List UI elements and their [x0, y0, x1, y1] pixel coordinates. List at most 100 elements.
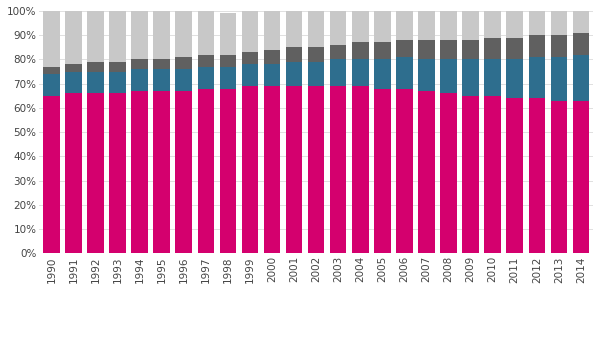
Bar [242, 11, 258, 52]
Bar [374, 11, 391, 43]
Bar [551, 57, 567, 101]
Bar [308, 86, 325, 253]
Bar [440, 40, 457, 59]
Bar [109, 62, 126, 71]
Bar [131, 11, 148, 59]
Bar [308, 47, 325, 62]
Bar [220, 89, 236, 253]
Bar [264, 50, 280, 64]
Bar [463, 40, 479, 59]
Bar [572, 55, 589, 101]
Bar [131, 69, 148, 91]
Bar [175, 11, 192, 57]
Bar [242, 86, 258, 253]
Bar [154, 11, 170, 59]
Bar [440, 59, 457, 93]
Bar [352, 11, 368, 43]
Bar [286, 86, 302, 253]
Bar [352, 86, 368, 253]
Bar [330, 11, 346, 45]
Bar [551, 101, 567, 253]
Bar [572, 101, 589, 253]
Bar [131, 91, 148, 253]
Bar [264, 64, 280, 86]
Bar [242, 64, 258, 86]
Bar [65, 64, 82, 71]
Bar [463, 96, 479, 253]
Bar [374, 59, 391, 89]
Bar [43, 67, 59, 74]
Bar [87, 93, 104, 253]
Bar [264, 11, 280, 50]
Bar [197, 55, 214, 67]
Bar [396, 40, 413, 57]
Bar [43, 74, 59, 96]
Bar [396, 89, 413, 253]
Bar [154, 91, 170, 253]
Bar [197, 89, 214, 253]
Bar [175, 57, 192, 69]
Bar [308, 11, 325, 47]
Bar [418, 40, 435, 59]
Bar [242, 52, 258, 64]
Bar [330, 59, 346, 86]
Bar [154, 59, 170, 69]
Bar [109, 93, 126, 253]
Bar [220, 13, 236, 55]
Bar [396, 57, 413, 89]
Bar [286, 47, 302, 62]
Bar [109, 71, 126, 93]
Bar [175, 69, 192, 91]
Bar [286, 62, 302, 86]
Bar [484, 11, 501, 38]
Bar [308, 62, 325, 86]
Bar [418, 59, 435, 91]
Bar [197, 67, 214, 89]
Bar [529, 35, 545, 57]
Bar [87, 62, 104, 71]
Bar [572, 11, 589, 33]
Bar [154, 69, 170, 91]
Bar [286, 11, 302, 47]
Bar [220, 55, 236, 67]
Bar [87, 11, 104, 62]
Bar [43, 96, 59, 253]
Bar [197, 11, 214, 55]
Bar [374, 89, 391, 253]
Bar [572, 33, 589, 55]
Bar [506, 98, 523, 253]
Bar [440, 11, 457, 40]
Bar [65, 71, 82, 93]
Bar [65, 11, 82, 64]
Bar [463, 59, 479, 96]
Bar [65, 93, 82, 253]
Bar [463, 11, 479, 40]
Bar [529, 98, 545, 253]
Bar [43, 11, 59, 67]
Bar [264, 86, 280, 253]
Bar [440, 93, 457, 253]
Bar [352, 59, 368, 86]
Bar [506, 11, 523, 38]
Bar [396, 11, 413, 40]
Bar [330, 45, 346, 59]
Bar [131, 59, 148, 69]
Bar [551, 11, 567, 35]
Bar [220, 67, 236, 89]
Bar [506, 38, 523, 59]
Bar [418, 11, 435, 40]
Bar [551, 35, 567, 57]
Bar [418, 91, 435, 253]
Bar [87, 71, 104, 93]
Bar [330, 86, 346, 253]
Bar [484, 59, 501, 96]
Bar [109, 11, 126, 62]
Bar [529, 57, 545, 98]
Bar [175, 91, 192, 253]
Bar [484, 38, 501, 59]
Bar [506, 59, 523, 98]
Bar [352, 43, 368, 59]
Bar [529, 11, 545, 35]
Bar [484, 96, 501, 253]
Bar [374, 43, 391, 59]
